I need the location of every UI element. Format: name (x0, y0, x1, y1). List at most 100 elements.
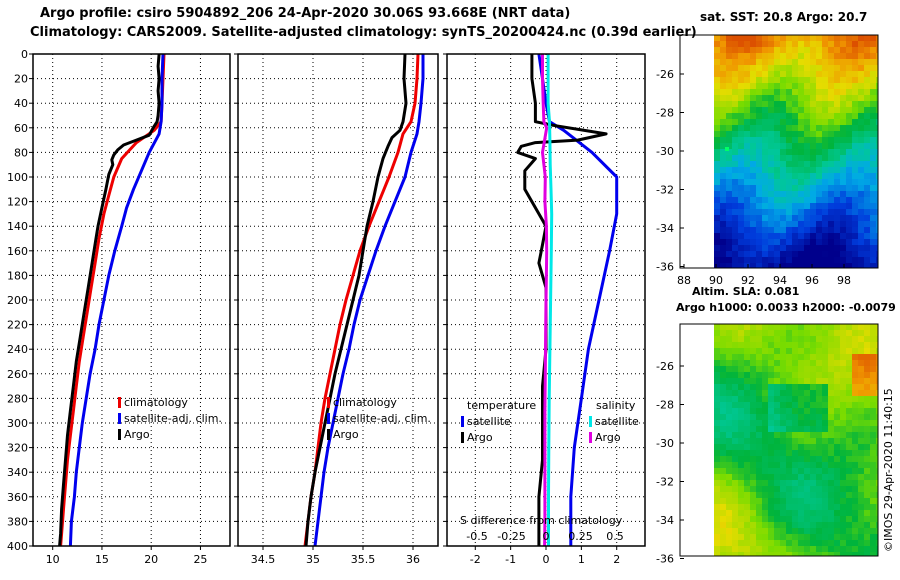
map-cell (744, 71, 751, 78)
map-cell (804, 179, 811, 186)
map-cell (762, 65, 769, 72)
map-cell (846, 149, 853, 156)
map-cell (732, 408, 739, 415)
map-cell (852, 402, 859, 409)
map-cell (858, 215, 865, 222)
map-cell (828, 137, 835, 144)
map-cell (822, 173, 829, 180)
map-cell (840, 390, 847, 397)
map-cell (774, 47, 781, 54)
map-cell (876, 191, 879, 198)
map-cell (720, 540, 727, 547)
map-cell (744, 432, 751, 439)
map-cell (822, 125, 829, 132)
map-cell (714, 95, 721, 102)
map-cell (852, 534, 859, 541)
map-cell (798, 155, 805, 162)
map-cell (750, 540, 757, 547)
map-cell (834, 366, 841, 373)
map-cell (744, 378, 751, 385)
map-cell (714, 71, 721, 78)
map-cell (768, 47, 775, 54)
map-cell (714, 504, 721, 511)
y-tick-label: 20 (14, 73, 28, 86)
map-cell (792, 402, 799, 409)
map-cell (738, 119, 745, 126)
map-cell (714, 119, 721, 126)
map-cell (744, 342, 751, 349)
map-cell (810, 77, 817, 84)
map-cell (744, 390, 751, 397)
map-cell (768, 215, 775, 222)
map-cell (768, 83, 775, 90)
map-cell (846, 534, 853, 541)
map-cell (876, 474, 879, 481)
map-cell (840, 414, 847, 421)
map-cell (786, 426, 793, 433)
profile-panel-1: 0204060801001201401601802002202402602803… (7, 48, 231, 566)
map-cell (732, 324, 739, 331)
map-cell (738, 101, 745, 108)
map-cell (732, 438, 739, 445)
map-cell (714, 342, 721, 349)
map-cell (774, 342, 781, 349)
map-cell (846, 498, 853, 505)
map-cell (762, 263, 769, 269)
map-cell (828, 149, 835, 156)
map-cell (828, 540, 835, 547)
map-cell (732, 432, 739, 439)
map-cell (744, 149, 751, 156)
map-cell (714, 438, 721, 445)
map-cell (834, 420, 841, 427)
map-cell (720, 215, 727, 222)
map-cell (852, 173, 859, 180)
map-cell (738, 336, 745, 343)
map-cell (852, 336, 859, 343)
map-cell (762, 384, 769, 391)
s-tick-label: 0.25 (568, 530, 593, 543)
map-cell (792, 125, 799, 132)
map-cell (840, 468, 847, 475)
map-cell (816, 107, 823, 114)
map-cell (822, 167, 829, 174)
map-cell (852, 149, 859, 156)
map-cell (864, 107, 871, 114)
map-cell (738, 173, 745, 180)
map-cell (756, 125, 763, 132)
map-cell (720, 47, 727, 54)
map-cell (852, 239, 859, 246)
map-cell (876, 420, 879, 427)
map-cell (792, 474, 799, 481)
x-tick-label: 10 (46, 553, 60, 566)
map-cell (780, 47, 787, 54)
map-cell (714, 257, 721, 264)
map-cell (822, 462, 829, 469)
map-cell (762, 408, 769, 415)
map-cell (774, 450, 781, 457)
map-cell (822, 191, 829, 198)
map-cell (840, 221, 847, 228)
map-cell (786, 486, 793, 493)
map-cell (738, 47, 745, 54)
map-cell (804, 77, 811, 84)
map-cell (852, 354, 859, 361)
x-tick-label: 35.5 (351, 553, 376, 566)
map-cell (738, 348, 745, 355)
map-cell (714, 89, 721, 96)
map-cell (840, 119, 847, 126)
map-cell (732, 113, 739, 120)
lat-tick-label: -30 (656, 437, 674, 450)
map-cell (858, 107, 865, 114)
map-cell (738, 414, 745, 421)
map-cell (744, 203, 751, 210)
map-cell (720, 492, 727, 499)
map-cell (852, 516, 859, 523)
map-cell (750, 450, 757, 457)
map-cell (750, 191, 757, 198)
map-cell (714, 149, 721, 156)
map-cell (738, 161, 745, 168)
map-cell (756, 155, 763, 162)
map-cell (798, 390, 805, 397)
lon-tick-label: 92 (741, 274, 755, 287)
map-cell (732, 348, 739, 355)
